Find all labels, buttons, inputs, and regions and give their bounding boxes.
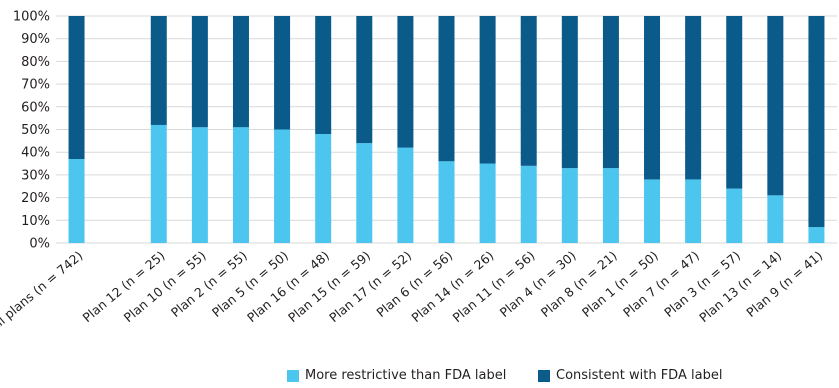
y-tick-label: 50%: [21, 123, 50, 138]
bar-consistent-with-fda-label-9: [397, 16, 414, 148]
bar-consistent-with-fda-label-6: [274, 16, 291, 130]
bar-consistent-with-fda-label-15: [644, 16, 661, 180]
bar-more-restrictive-than-fda-label-3: [150, 124, 167, 243]
legend-swatch-more-restrictive: [287, 369, 299, 382]
bar-more-restrictive-than-fda-label-16: [685, 179, 702, 243]
y-tick-label: 10%: [21, 214, 50, 229]
legend-swatch-consistent: [538, 369, 550, 382]
bar-more-restrictive-than-fda-label-15: [644, 179, 661, 243]
bar-consistent-with-fda-label-7: [315, 16, 332, 135]
bar-more-restrictive-than-fda-label-12: [520, 165, 537, 243]
bar-consistent-with-fda-label-19: [808, 16, 825, 228]
bar-consistent-with-fda-label-8: [356, 16, 373, 144]
legend-label-more-restrictive: More restrictive than FDA label: [305, 368, 507, 383]
legend-item-consistent: Consistent with FDA label: [538, 368, 722, 383]
bar-consistent-with-fda-label-10: [438, 16, 455, 162]
y-tick-label: 60%: [21, 100, 50, 115]
bar-consistent-with-fda-label-17: [726, 16, 743, 189]
bar-consistent-with-fda-label-13: [561, 16, 578, 169]
legend: More restrictive than FDA label Consiste…: [0, 368, 839, 386]
bar-consistent-with-fda-label-16: [685, 16, 702, 180]
bar-consistent-with-fda-label-14: [602, 16, 619, 169]
y-tick-label: 0%: [29, 237, 50, 252]
legend-item-more-restrictive: More restrictive than FDA label: [287, 368, 506, 383]
bar-more-restrictive-than-fda-label-19: [808, 227, 825, 243]
stacked-bar-chart: 0% 10% 20% 30% 40% 50% 60% 70% 80% 90% 100% All pl…: [0, 10, 837, 335]
y-tick-label: 20%: [21, 191, 50, 206]
y-tick-label: 80%: [21, 55, 50, 70]
bar-consistent-with-fda-label-18: [767, 16, 784, 196]
legend-label-consistent: Consistent with FDA label: [556, 368, 723, 383]
bar-more-restrictive-than-fda-label-1: [68, 159, 85, 243]
bar-more-restrictive-than-fda-label-5: [232, 127, 249, 243]
bar-more-restrictive-than-fda-label-11: [479, 163, 496, 243]
y-tick-label: 30%: [21, 168, 50, 183]
bar-more-restrictive-than-fda-label-18: [767, 195, 784, 243]
y-tick-label: 90%: [21, 32, 50, 47]
bar-more-restrictive-than-fda-label-7: [315, 134, 332, 243]
bar-more-restrictive-than-fda-label-8: [356, 143, 373, 243]
bar-more-restrictive-than-fda-label-10: [438, 161, 455, 243]
x-tick-label: Plan 9 (n = 41): [743, 248, 825, 320]
bar-more-restrictive-than-fda-label-6: [274, 129, 291, 243]
y-tick-label: 70%: [21, 78, 50, 93]
y-axis: 0% 10% 20% 30% 40% 50% 60% 70% 80% 90% 100%: [13, 10, 50, 252]
y-tick-label: 100%: [13, 10, 50, 25]
bar-consistent-with-fda-label-12: [520, 16, 537, 166]
bar-more-restrictive-than-fda-label-4: [191, 127, 208, 243]
bar-more-restrictive-than-fda-label-9: [397, 147, 414, 243]
bars: [68, 16, 825, 243]
bar-consistent-with-fda-label-3: [150, 16, 167, 125]
bar-more-restrictive-than-fda-label-14: [602, 168, 619, 243]
bar-consistent-with-fda-label-5: [232, 16, 249, 128]
bar-more-restrictive-than-fda-label-13: [561, 168, 578, 243]
bar-consistent-with-fda-label-11: [479, 16, 496, 164]
bar-consistent-with-fda-label-4: [191, 16, 208, 128]
y-tick-label: 40%: [21, 146, 50, 161]
bar-consistent-with-fda-label-1: [68, 16, 85, 160]
x-axis: All plans (n = 742)Plan 12 (n = 25)Plan …: [0, 248, 825, 335]
bar-more-restrictive-than-fda-label-17: [726, 188, 743, 243]
x-tick-label: All plans (n = 742): [0, 248, 85, 335]
